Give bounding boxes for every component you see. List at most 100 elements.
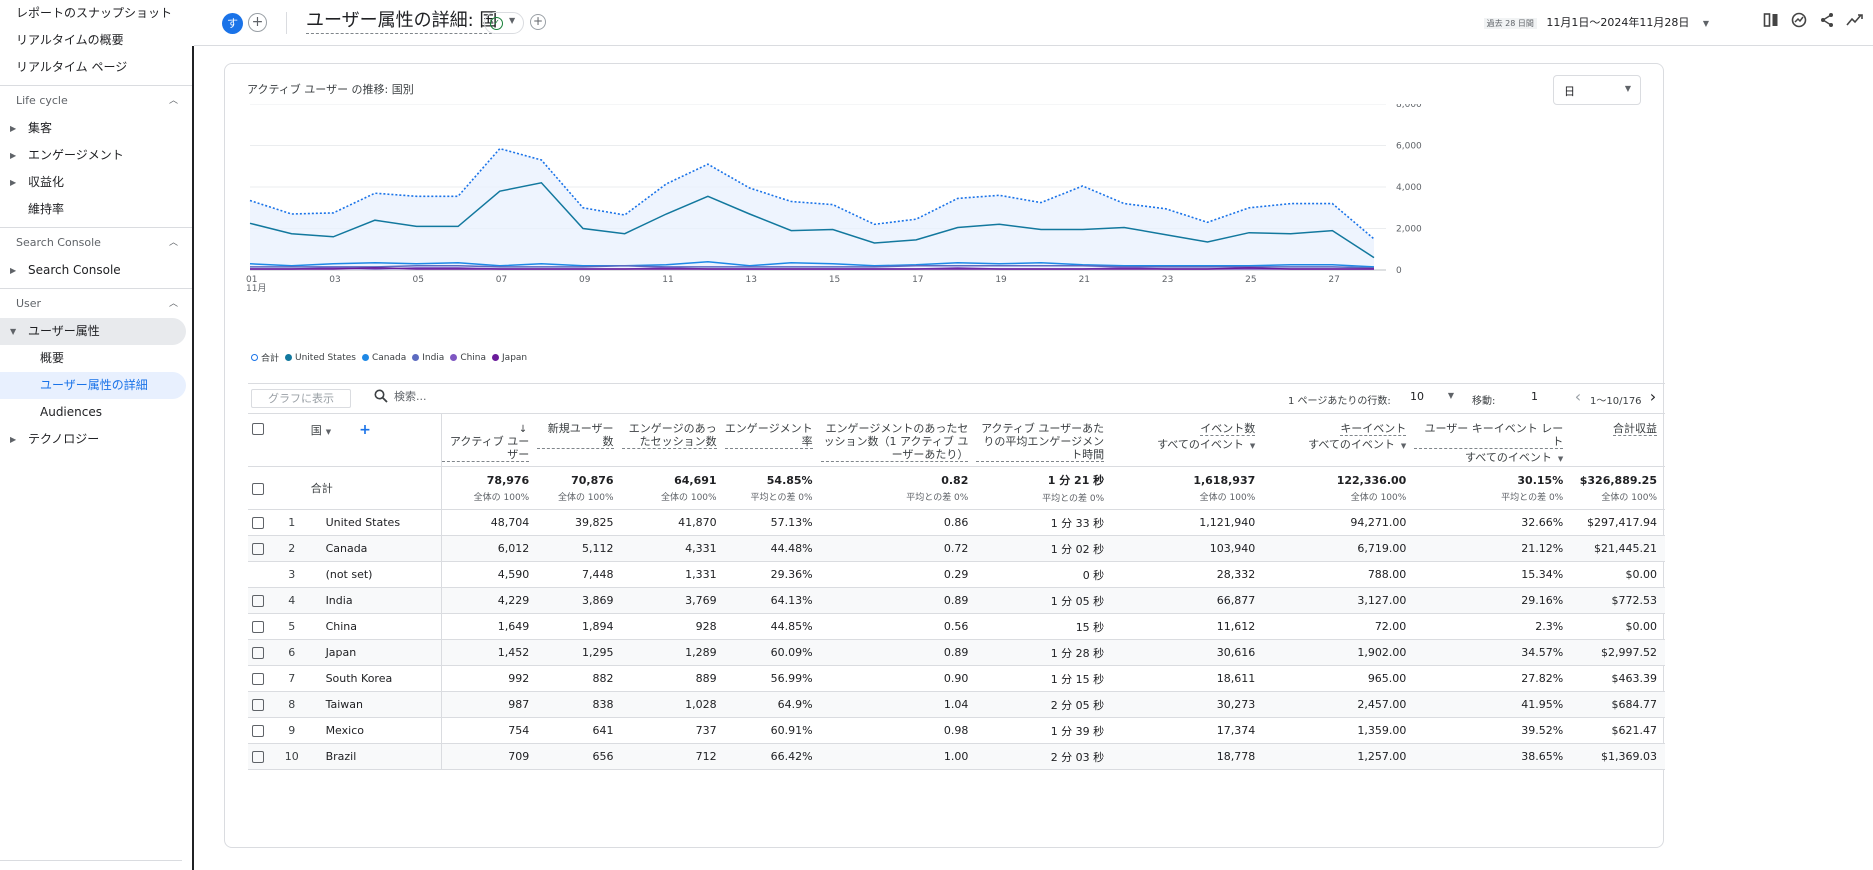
- row-country[interactable]: Mexico: [313, 717, 442, 744]
- row-metric-cell: 27.82%: [1414, 665, 1572, 692]
- add-dimension-button[interactable]: +: [359, 422, 371, 438]
- search-input[interactable]: [394, 390, 694, 403]
- sidebar-nav-item[interactable]: Audiences: [0, 399, 192, 426]
- row-checkbox[interactable]: [252, 595, 264, 607]
- row-country[interactable]: Canada: [313, 535, 442, 562]
- sidebar-nav-item[interactable]: 維持率: [0, 196, 192, 223]
- row-country[interactable]: (not set): [313, 561, 442, 588]
- table-row[interactable]: 1 United States 48,704 39,825 41,870 57.13% 0.…: [248, 509, 1665, 536]
- table-row[interactable]: 10 Brazil 709 656 712 66.42% 1.00 2 分 03 秒 18,77…: [248, 743, 1665, 770]
- sidebar-nav-item[interactable]: ユーザー属性の詳細: [0, 372, 186, 399]
- row-checkbox[interactable]: [252, 543, 264, 555]
- row-country[interactable]: China: [313, 613, 442, 640]
- sidebar-nav-item[interactable]: ▶ 収益化: [0, 169, 192, 196]
- table-row[interactable]: 5 China 1,649 1,894 928 44.85% 0.56 15 秒 11,612 7…: [248, 613, 1665, 640]
- sidebar-nav-label: 収益化: [28, 175, 65, 189]
- sidebar-section-header[interactable]: Search Console ︿: [0, 227, 192, 257]
- goto-page-input[interactable]: 1: [1531, 390, 1538, 403]
- event-filter-dropdown[interactable]: すべてのイベント ▼: [1157, 438, 1256, 451]
- event-filter-dropdown[interactable]: すべてのイベント ▼: [1308, 438, 1407, 451]
- sidebar-nav-item[interactable]: ▼ ユーザー属性: [0, 318, 186, 345]
- granularity-select[interactable]: 日 ▼: [1553, 75, 1641, 105]
- dimension-header[interactable]: 国 ▼ +: [280, 413, 442, 467]
- sidebar-link[interactable]: リアルタイム ページ: [16, 60, 128, 74]
- row-country[interactable]: India: [313, 587, 442, 614]
- column-header[interactable]: エンゲージのあったセッション数: [621, 413, 725, 467]
- column-header[interactable]: 新規ユーザー数: [537, 413, 622, 467]
- legend-item[interactable]: Canada: [361, 351, 406, 364]
- sidebar-nav-item[interactable]: ▶ テクノロジー: [0, 426, 192, 453]
- line-chart[interactable]: 0 2,000 4,000 6,000 8,000 01 03 05 07 09 11 13 15 17 1…: [225, 104, 1665, 349]
- plot-rows-button[interactable]: グラフに表示: [251, 389, 351, 408]
- sidebar-nav-item[interactable]: 概要: [0, 345, 192, 372]
- rows-per-page-select[interactable]: 10 ▼: [1410, 390, 1454, 403]
- sidebar-section-header[interactable]: User ︿: [0, 288, 192, 318]
- sidebar-nav-item[interactable]: ▶ 集客: [0, 115, 192, 142]
- row-checkbox[interactable]: [252, 725, 264, 737]
- page-title[interactable]: ユーザー属性の詳細: 国: [306, 9, 498, 34]
- avatar[interactable]: す: [222, 13, 243, 34]
- column-header[interactable]: イベント数 すべてのイベント ▼: [1112, 413, 1264, 467]
- row-country[interactable]: Brazil: [313, 743, 442, 770]
- row-checkbox[interactable]: [252, 673, 264, 685]
- x-tick-label: 15: [829, 275, 840, 285]
- row-metric-cell: $0.00: [1571, 613, 1665, 640]
- legend-item[interactable]: China: [450, 351, 486, 364]
- event-filter-dropdown[interactable]: すべてのイベント ▼: [1465, 451, 1564, 464]
- insights-icon[interactable]: [1789, 12, 1809, 32]
- table-row[interactable]: 3 (not set) 4,590 7,448 1,331 29.36% 0.29 0 秒 28…: [248, 561, 1665, 588]
- row-metric-cell: 1,902.00: [1263, 639, 1415, 666]
- series-line-0[interactable]: [249, 147, 1375, 240]
- column-header[interactable]: アクティブ ユーザーあたりの平均エンゲージメント時間: [976, 413, 1113, 467]
- column-header[interactable]: ユーザー キーイベント レート すべてのイベント ▼: [1414, 413, 1572, 467]
- row-checkbox[interactable]: [252, 699, 264, 711]
- column-header[interactable]: 合計収益: [1571, 413, 1665, 467]
- legend-item[interactable]: United States: [285, 351, 356, 364]
- totals-checkbox[interactable]: [252, 482, 264, 495]
- row-country[interactable]: Taiwan: [313, 691, 442, 718]
- prev-page-button[interactable]: ‹: [1574, 387, 1582, 406]
- trend-icon[interactable]: [1845, 12, 1865, 32]
- row-checkbox[interactable]: [252, 647, 264, 659]
- next-page-button[interactable]: ›: [1649, 387, 1657, 406]
- column-header[interactable]: エンゲージメントのあったセッション数（1 アクティブ ユーザーあたり）: [820, 413, 977, 467]
- chevron-up-icon: ︿: [168, 299, 178, 309]
- sidebar-link[interactable]: リアルタイムの概要: [16, 33, 124, 47]
- series-line-2[interactable]: [249, 260, 1375, 268]
- add-filter-button[interactable]: +: [530, 14, 546, 30]
- row-country[interactable]: Japan: [313, 639, 442, 666]
- add-comparison-button[interactable]: +: [248, 13, 267, 32]
- share-icon[interactable]: [1817, 12, 1837, 32]
- row-checkbox[interactable]: [252, 517, 264, 529]
- compare-icon[interactable]: [1761, 12, 1781, 32]
- date-range-picker[interactable]: 過去 28 日間 11月1日～2024年11月28日 ▼: [1483, 14, 1709, 30]
- column-header[interactable]: キーイベント すべてのイベント ▼: [1263, 413, 1415, 467]
- series-line-5[interactable]: [250, 267, 1374, 270]
- sidebar-link[interactable]: レポートのスナップショット: [16, 6, 173, 20]
- column-header[interactable]: エンゲージメント率: [724, 413, 821, 467]
- row-country[interactable]: South Korea: [313, 665, 442, 692]
- sidebar-nav-item[interactable]: ▶ エンゲージメント: [0, 142, 192, 169]
- sidebar-nav-item[interactable]: ▶ Search Console: [0, 257, 192, 284]
- sidebar-section-header[interactable]: Life cycle ︿: [0, 85, 192, 115]
- legend-swatch: [450, 354, 458, 361]
- row-country[interactable]: United States: [313, 509, 442, 536]
- table-row[interactable]: 8 Taiwan 987 838 1,028 64.9% 1.04 2 分 05 秒 30,27…: [248, 691, 1665, 718]
- legend-item[interactable]: 合計: [251, 351, 279, 364]
- row-checkbox[interactable]: [252, 751, 264, 763]
- series-line-1[interactable]: [249, 181, 1375, 259]
- column-header[interactable]: ↓アクティブ ユーザー: [441, 413, 538, 467]
- report-status-dropdown[interactable]: ✓ ▼: [484, 12, 524, 34]
- table-row[interactable]: 2 Canada 6,012 5,112 4,331 44.48% 0.72 1 分 02 秒…: [248, 535, 1665, 562]
- legend-item[interactable]: Japan: [492, 351, 527, 364]
- select-all-checkbox[interactable]: [252, 423, 264, 435]
- y-tick-label: 0: [1396, 266, 1402, 276]
- series-line-3[interactable]: [250, 265, 1375, 269]
- legend-item[interactable]: India: [412, 351, 444, 364]
- row-metric-cell: 712: [621, 743, 725, 770]
- row-checkbox[interactable]: [252, 621, 264, 633]
- table-row[interactable]: 9 Mexico 754 641 737 60.91% 0.98 1 分 39 秒 17,374…: [248, 717, 1665, 744]
